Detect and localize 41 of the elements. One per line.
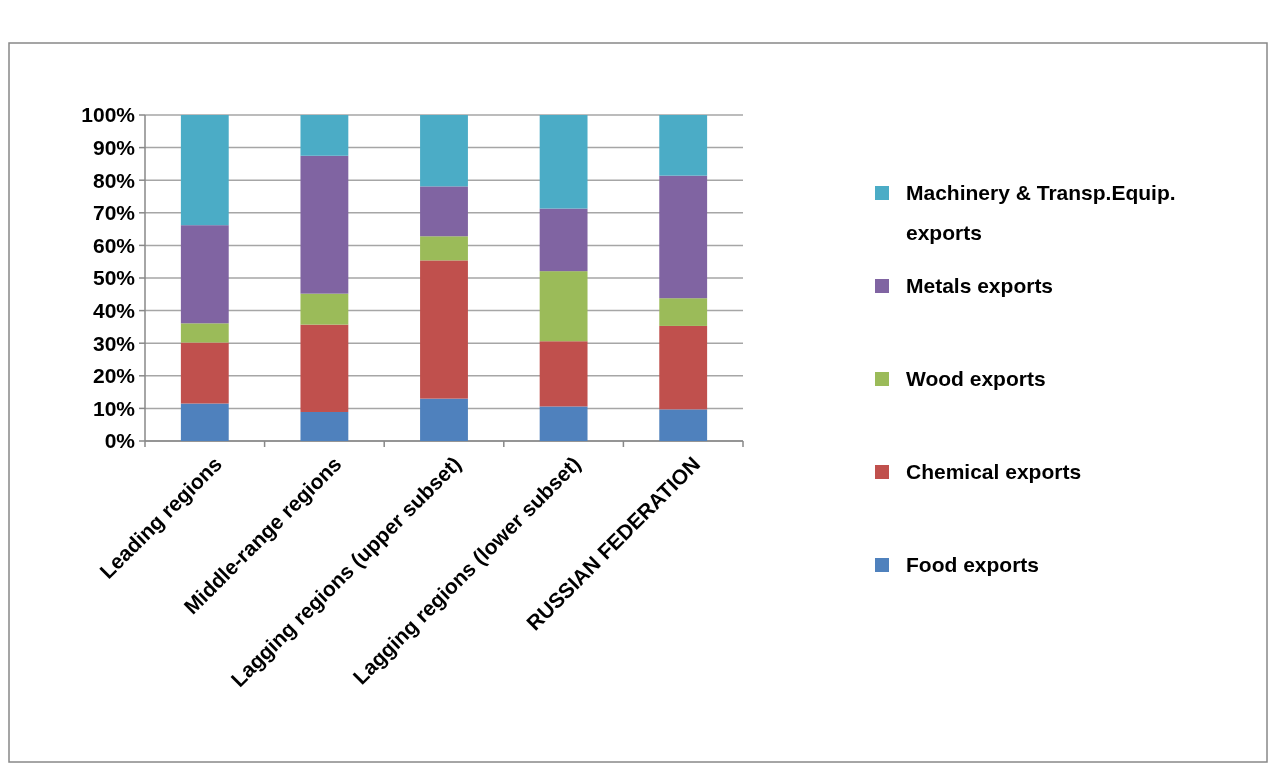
legend-label: Machinery & Transp.Equip. exports — [906, 181, 1176, 245]
legend-label: Chemical exports — [906, 460, 1082, 484]
bar — [539, 271, 588, 342]
legend-label: Wood exports — [906, 367, 1046, 391]
y-tick-label: 0% — [104, 429, 136, 453]
bar — [300, 293, 349, 325]
bar — [180, 225, 229, 324]
y-tick-label: 50% — [92, 266, 136, 290]
y-tick-label: 70% — [92, 201, 136, 225]
y-tick-label: 30% — [92, 331, 136, 355]
bar — [420, 236, 468, 261]
y-tick-label: 10% — [92, 396, 136, 420]
bar — [659, 175, 708, 299]
bar — [420, 186, 468, 237]
bar — [539, 341, 588, 407]
bar — [300, 324, 349, 412]
bar — [539, 406, 588, 441]
bar — [420, 398, 468, 441]
bar — [180, 342, 229, 404]
y-tick-label: 80% — [92, 168, 136, 192]
y-tick-label: 40% — [92, 298, 136, 322]
y-tick-label: 60% — [92, 233, 136, 257]
bar — [180, 403, 229, 441]
bar — [659, 115, 708, 176]
y-tick-label: 100% — [81, 103, 136, 127]
bar — [420, 260, 468, 399]
bar — [420, 115, 468, 187]
bar — [300, 155, 349, 294]
y-tick-label: 90% — [92, 135, 136, 159]
bar — [300, 115, 349, 156]
bar — [539, 208, 588, 272]
bar — [659, 298, 708, 326]
legend-label: Metals exports — [906, 274, 1054, 298]
bar — [300, 411, 349, 441]
bar — [659, 325, 708, 410]
bar — [659, 409, 708, 441]
bar — [180, 115, 229, 226]
y-tick-label: 20% — [92, 364, 136, 388]
bar — [539, 115, 588, 209]
legend-label: Food exports — [906, 553, 1040, 577]
bar — [180, 323, 229, 343]
